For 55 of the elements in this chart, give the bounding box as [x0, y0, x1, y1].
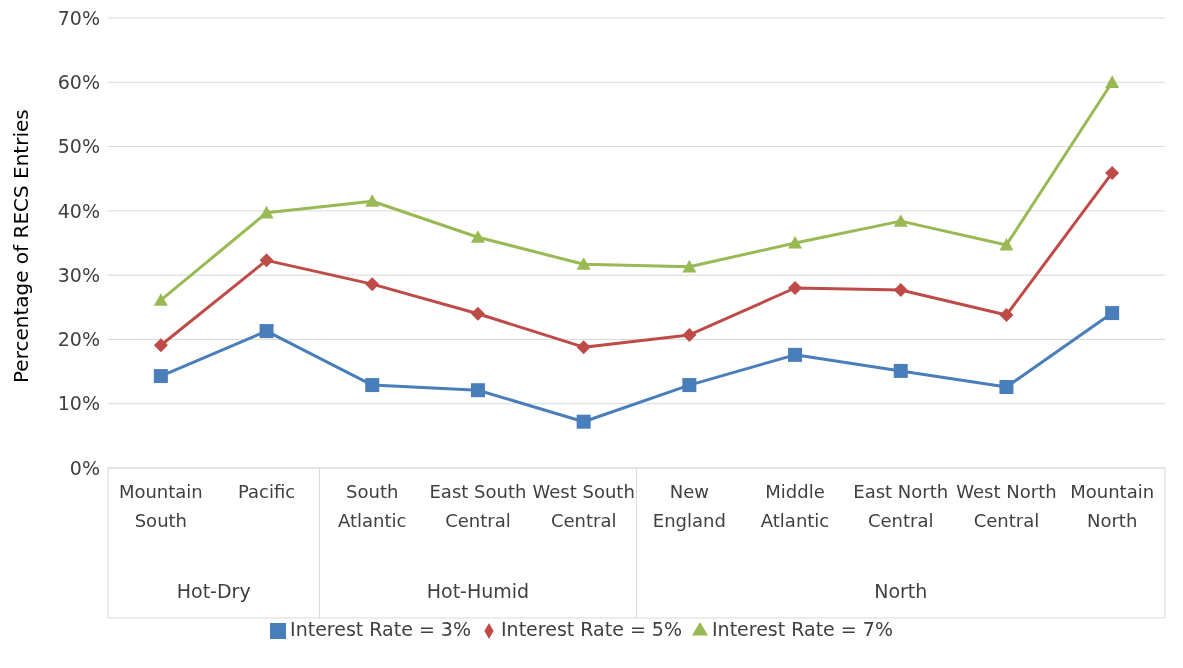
point — [1105, 165, 1120, 180]
point — [259, 324, 274, 339]
y-tick-label: 20% — [57, 328, 100, 351]
point — [365, 378, 380, 393]
point — [999, 308, 1014, 322]
point — [259, 253, 274, 268]
y-axis-title: Percentage of RECS Entries — [9, 109, 34, 383]
point — [893, 363, 908, 378]
point — [788, 347, 803, 362]
x-tick-label: West North Central — [956, 481, 1057, 531]
x-tick-label: New England — [652, 481, 726, 531]
y-tick-label: 30% — [57, 263, 100, 286]
point — [470, 383, 485, 398]
legend-label: Interest Rate = 7% — [711, 618, 893, 640]
point — [682, 259, 697, 273]
y-tick-label: 0% — [69, 456, 100, 479]
x-tick-label: South Atlantic — [338, 481, 407, 531]
point — [259, 205, 274, 219]
legend-label: Interest Rate = 3% — [290, 618, 472, 640]
point — [576, 340, 591, 355]
x-tick-label: Middle Atlantic — [760, 481, 830, 531]
x-tick-label: East North Central — [853, 481, 949, 531]
text: Hot-Dry — [176, 580, 251, 602]
x-tick-label: Pacific — [237, 481, 296, 502]
point — [153, 369, 168, 384]
point — [365, 277, 380, 292]
point — [470, 230, 485, 243]
point — [1105, 75, 1120, 88]
point — [576, 414, 591, 429]
text: Hot-Humid — [426, 580, 530, 602]
x-tick-label: West South Central — [532, 481, 635, 531]
y-tick-label: 40% — [57, 199, 100, 222]
y-tick-label: 70% — [57, 6, 100, 29]
point — [682, 327, 697, 342]
text: North — [874, 580, 928, 602]
point — [893, 282, 908, 297]
point — [788, 236, 803, 249]
point — [153, 338, 168, 353]
point — [788, 281, 803, 295]
point — [999, 380, 1014, 394]
x-tick-label: Mountain North — [1070, 481, 1155, 531]
x-tick-label: Mountain South — [118, 481, 203, 531]
point — [153, 293, 168, 306]
y-tick-label: 60% — [57, 71, 100, 94]
point — [999, 237, 1014, 251]
y-tick-label: 50% — [57, 135, 100, 158]
y-tick-label: 10% — [57, 392, 100, 415]
point — [1105, 306, 1120, 321]
legend-label: Interest Rate = 5% — [501, 618, 682, 640]
point — [470, 306, 485, 321]
point — [576, 257, 591, 270]
point — [682, 378, 697, 393]
point — [365, 194, 380, 207]
point — [893, 214, 908, 227]
x-tick-label: East South Central — [429, 481, 527, 531]
